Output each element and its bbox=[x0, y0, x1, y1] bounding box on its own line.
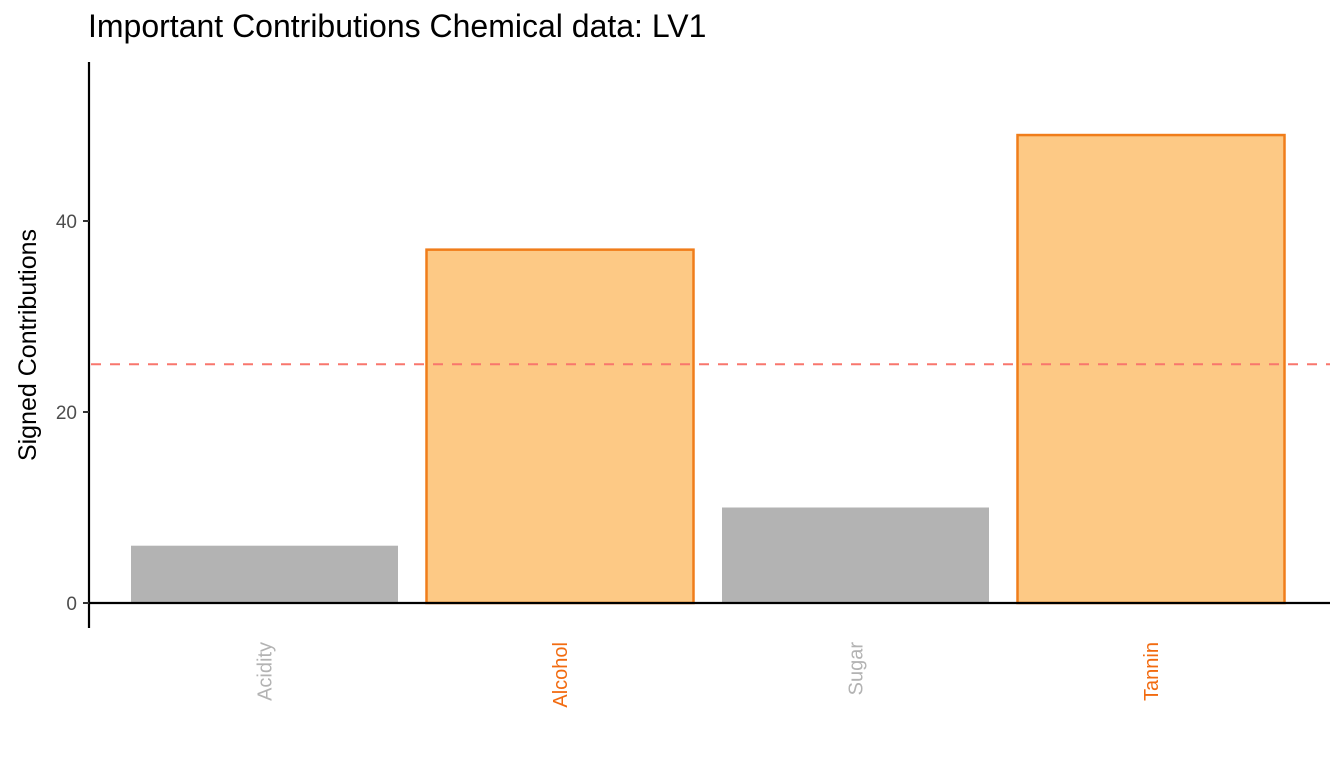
y-tick-label: 0 bbox=[66, 594, 77, 615]
y-tick-label: 40 bbox=[56, 212, 77, 233]
bars-layer bbox=[131, 133, 1286, 605]
y-ticks: 0 20 40 bbox=[56, 212, 89, 615]
x-label-acidity: Acidity bbox=[255, 642, 277, 701]
bar-acidity bbox=[131, 545, 398, 603]
x-label-tannin: Tannin bbox=[1141, 642, 1163, 701]
x-label-alcohol: Alcohol bbox=[550, 642, 572, 708]
bar-sugar bbox=[722, 507, 989, 603]
x-category-labels: Acidity Alcohol Sugar Tannin bbox=[255, 642, 1164, 708]
bar-alcohol bbox=[425, 248, 695, 605]
x-label-sugar: Sugar bbox=[846, 642, 868, 696]
y-axis-title: Signed Contributions bbox=[14, 229, 42, 461]
y-tick-label: 20 bbox=[56, 403, 77, 424]
chart-title: Important Contributions Chemical data: L… bbox=[88, 8, 707, 44]
bar-tannin bbox=[1016, 133, 1286, 605]
